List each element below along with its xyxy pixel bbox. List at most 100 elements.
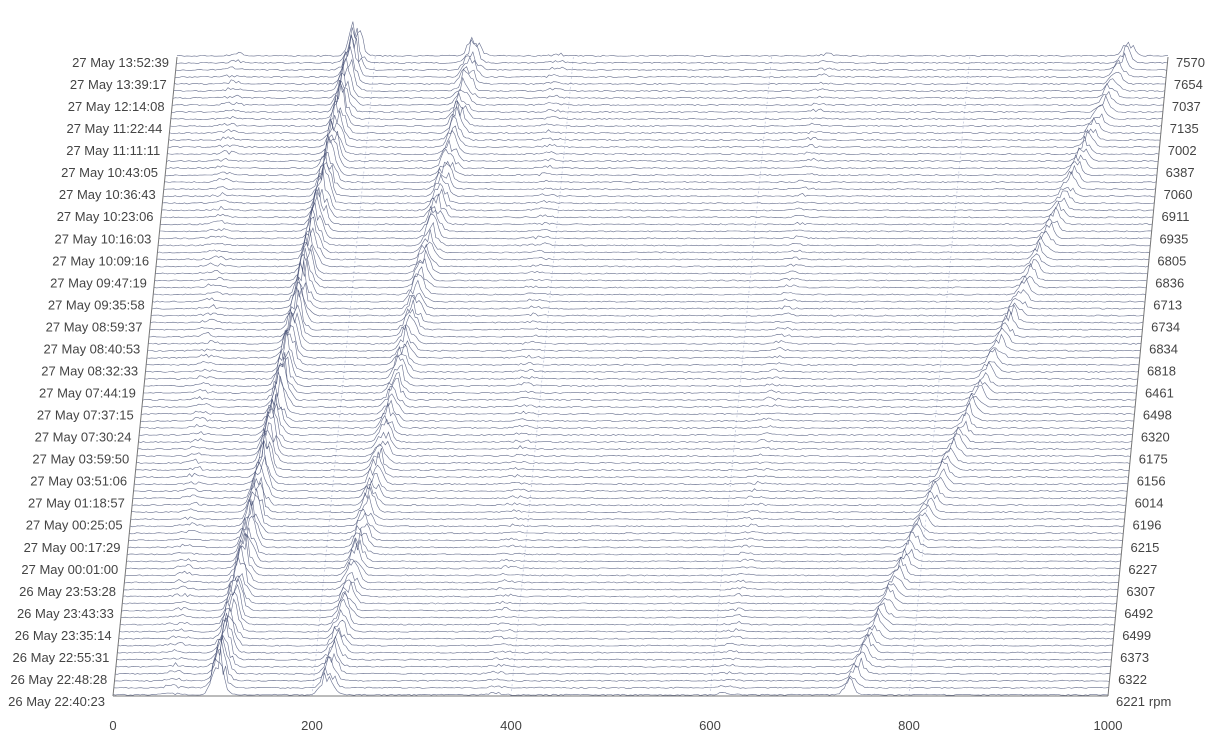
row-label-left: 26 May 22:40:23 xyxy=(8,694,105,709)
trace-line xyxy=(115,636,1111,675)
trace-line xyxy=(119,598,1114,633)
trace-line xyxy=(146,325,1140,359)
x-tick-label: 600 xyxy=(699,718,721,733)
trace-line xyxy=(126,533,1121,563)
trace-line xyxy=(176,27,1168,64)
trace-line xyxy=(118,614,1114,640)
trace-line xyxy=(176,21,1168,57)
row-label-right: 6320 xyxy=(1141,430,1170,445)
x-tick-labels: 0 200 400 600 800 1000 xyxy=(109,718,1122,733)
x-tick-label: 0 xyxy=(109,718,116,733)
row-label-left: 27 May 12:14:08 xyxy=(68,99,165,114)
trace-line xyxy=(167,120,1160,149)
trace-line xyxy=(132,462,1127,500)
row-label-right: 6221 rpm xyxy=(1116,694,1171,709)
row-label-right: 6387 xyxy=(1166,165,1195,180)
trace-line xyxy=(125,534,1120,570)
row-label-left: 27 May 10:23:06 xyxy=(57,209,154,224)
trace-line xyxy=(127,515,1122,549)
trace-line xyxy=(134,440,1129,479)
row-label-left: 27 May 07:37:15 xyxy=(37,408,134,423)
row-label-right: 6156 xyxy=(1137,474,1166,489)
trace-line xyxy=(165,134,1158,170)
trace-line xyxy=(142,363,1136,401)
trace-line xyxy=(143,352,1137,394)
x-tick-label: 200 xyxy=(301,718,323,733)
trace-line xyxy=(121,578,1116,612)
row-label-left: 27 May 08:32:33 xyxy=(41,363,138,378)
trace-line xyxy=(140,392,1134,422)
trace-line xyxy=(168,110,1161,142)
trace-line xyxy=(139,402,1134,429)
trace-line xyxy=(164,151,1157,184)
row-label-left: 27 May 11:22:44 xyxy=(66,121,162,136)
trace-line xyxy=(155,242,1148,275)
trace-line xyxy=(174,34,1166,78)
row-label-left: 27 May 01:18:57 xyxy=(28,496,125,511)
trace-line xyxy=(128,501,1123,542)
row-label-right: 6196 xyxy=(1133,518,1162,533)
trace-line xyxy=(136,422,1131,457)
trace-line xyxy=(141,375,1135,415)
trace-line xyxy=(144,349,1138,380)
gridline-200 xyxy=(311,56,376,697)
trace-line xyxy=(161,167,1154,212)
right-axis-line xyxy=(1107,56,1169,697)
row-label-left: 27 May 09:47:19 xyxy=(50,275,147,290)
trace-line xyxy=(175,34,1167,71)
row-label-left: 27 May 09:35:58 xyxy=(48,297,145,312)
trace-line xyxy=(150,274,1144,317)
trace-line xyxy=(153,259,1146,296)
row-label-right: 7037 xyxy=(1172,99,1201,114)
trace-line xyxy=(119,591,1115,626)
row-label-right: 6014 xyxy=(1135,496,1164,511)
row-label-left: 27 May 08:40:53 xyxy=(43,341,140,356)
row-label-right: 6911 xyxy=(1162,209,1190,224)
trace-line xyxy=(158,201,1151,240)
row-label-right: 6713 xyxy=(1153,297,1182,312)
trace-line xyxy=(160,188,1153,219)
gridline-800 xyxy=(908,56,971,697)
row-label-right: 6734 xyxy=(1151,319,1180,334)
trace-line xyxy=(113,649,1109,689)
trace-line xyxy=(143,356,1138,387)
row-label-left: 27 May 13:52:39 xyxy=(72,55,169,70)
row-label-left: 27 May 07:44:19 xyxy=(39,386,136,401)
row-label-right: 6373 xyxy=(1120,650,1149,665)
row-label-left: 27 May 11:11:11 xyxy=(66,143,160,158)
trace-line xyxy=(117,612,1113,654)
trace-line xyxy=(131,477,1126,514)
row-label-left: 27 May 00:17:29 xyxy=(24,540,121,555)
row-label-left: 27 May 03:59:50 xyxy=(32,452,129,467)
trace-line xyxy=(162,164,1155,205)
row-label-right: 7060 xyxy=(1164,187,1193,202)
trace-line xyxy=(173,58,1165,92)
gridline-400 xyxy=(510,56,574,697)
gridlines xyxy=(112,56,1169,697)
row-label-right: 6836 xyxy=(1155,275,1184,290)
row-label-right: 6227 xyxy=(1128,562,1157,577)
row-label-right: 6499 xyxy=(1122,628,1151,643)
trace-line xyxy=(163,148,1156,191)
trace-line xyxy=(114,639,1110,682)
row-label-right: 7654 xyxy=(1174,77,1203,92)
row-label-left: 27 May 13:39:17 xyxy=(70,77,167,92)
trace-line xyxy=(124,532,1120,577)
trace-line xyxy=(146,329,1140,366)
row-label-left: 27 May 10:16:03 xyxy=(54,231,151,246)
trace-line xyxy=(116,617,1112,661)
gridline-600 xyxy=(709,56,772,697)
trace-line xyxy=(135,428,1130,472)
trace-line xyxy=(171,80,1163,113)
axes xyxy=(112,56,1169,697)
row-label-right: 6935 xyxy=(1159,231,1188,246)
trace-line xyxy=(136,430,1130,465)
row-label-right: 6834 xyxy=(1149,341,1178,356)
trace-line xyxy=(156,227,1149,261)
row-label-right: 7002 xyxy=(1168,143,1197,158)
row-label-left: 27 May 00:01:00 xyxy=(21,562,118,577)
trace-line xyxy=(129,499,1124,535)
row-label-right: 6818 xyxy=(1147,363,1176,378)
row-label-right: 6461 xyxy=(1145,386,1174,401)
